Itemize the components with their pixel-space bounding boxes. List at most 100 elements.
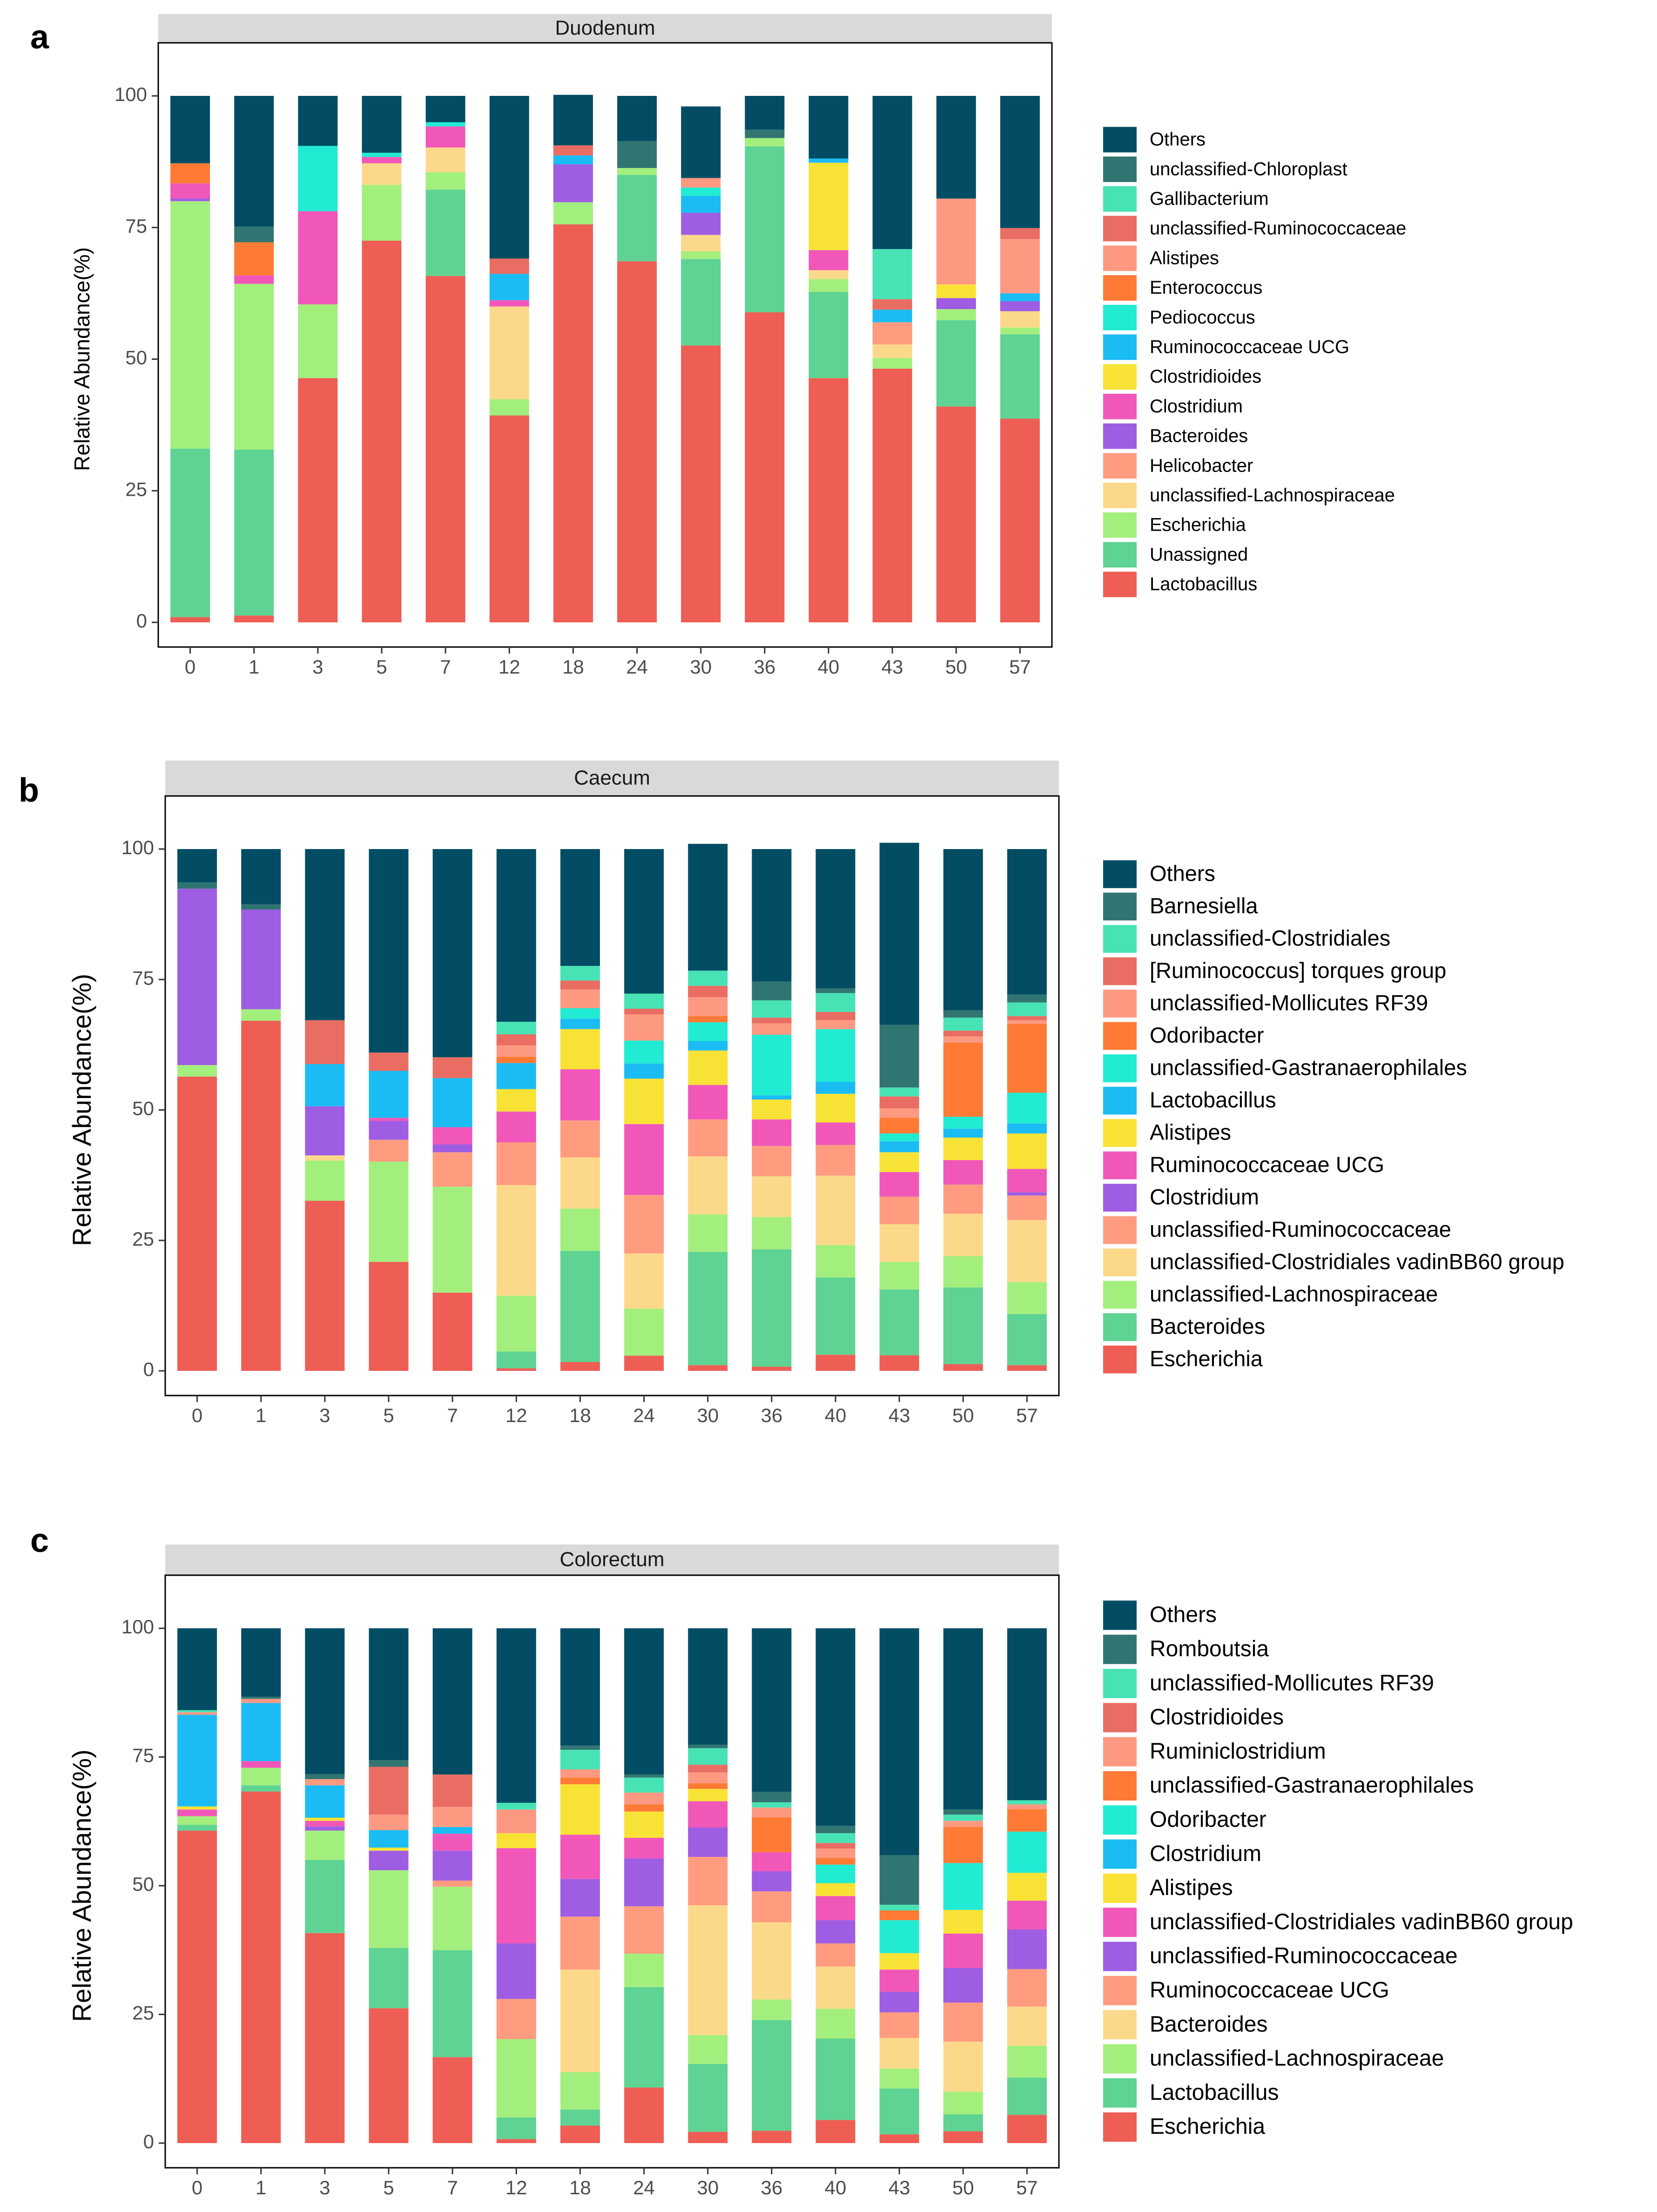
bar-segment bbox=[745, 96, 785, 130]
bar-segment bbox=[560, 2072, 600, 2110]
bar-segment bbox=[369, 1830, 409, 1848]
legend-key bbox=[1103, 2112, 1137, 2142]
bar-segment bbox=[936, 198, 976, 284]
bar-segment bbox=[369, 1628, 409, 1760]
x-tick-label: 3 bbox=[319, 2177, 330, 2199]
bar-segment bbox=[688, 971, 728, 986]
legend-key bbox=[1103, 1771, 1137, 1801]
bar-segment bbox=[681, 345, 721, 622]
bar-segment bbox=[617, 168, 657, 175]
bar-segment bbox=[815, 849, 855, 989]
bar-segment bbox=[241, 1785, 281, 1792]
bar-segment bbox=[752, 1035, 792, 1096]
x-tick-label: 50 bbox=[952, 1404, 974, 1426]
bar-segment bbox=[496, 1142, 536, 1185]
bar-segment bbox=[560, 966, 600, 981]
bar-segment bbox=[496, 1022, 536, 1034]
bar-segment bbox=[943, 1933, 983, 1968]
plot-area bbox=[157, 42, 1053, 648]
bar-segment bbox=[879, 1133, 919, 1141]
bar-segment bbox=[688, 1905, 728, 2035]
bar-segment bbox=[688, 1801, 728, 1828]
legend-key bbox=[1103, 1873, 1137, 1903]
bar-segment bbox=[369, 2008, 409, 2143]
bar-segment bbox=[170, 198, 210, 202]
legend-label: Alistipes bbox=[1150, 1119, 1231, 1144]
bar-segment bbox=[1007, 2045, 1047, 2078]
bar-segment bbox=[432, 1144, 472, 1153]
bar-segment bbox=[624, 2087, 664, 2143]
legend-label: unclassified-Mollicutes RF39 bbox=[1150, 1671, 1434, 1695]
legend-key bbox=[1103, 216, 1137, 242]
bar-segment bbox=[943, 2042, 983, 2092]
bar-segment bbox=[872, 344, 912, 358]
legend-label: Bacteroides bbox=[1150, 426, 1248, 446]
legend-key bbox=[1103, 1022, 1137, 1050]
bar-segment bbox=[496, 2139, 536, 2143]
bar-segment bbox=[553, 164, 593, 202]
bar-segment bbox=[553, 155, 593, 165]
bar-segment bbox=[752, 1367, 792, 1371]
bar-segment bbox=[432, 1078, 472, 1127]
legend-key bbox=[1103, 127, 1137, 153]
bar-segment bbox=[560, 980, 600, 990]
y-tick-label: 0 bbox=[143, 1358, 154, 1380]
legend-key bbox=[1103, 1281, 1137, 1309]
bar-segment bbox=[425, 122, 465, 127]
bar-segment bbox=[298, 96, 338, 146]
legend-label: Clostridium bbox=[1150, 1184, 1259, 1209]
legend-label: unclassified-Lachnospiraceae bbox=[1150, 2046, 1444, 2071]
bar-segment bbox=[936, 284, 976, 298]
x-tick-label: 36 bbox=[754, 656, 775, 678]
bar-segment bbox=[688, 2035, 728, 2064]
bar-segment bbox=[560, 849, 600, 966]
bar-segment bbox=[496, 1063, 536, 1089]
legend-label: unclassified-Chloroplast bbox=[1150, 159, 1347, 179]
bar-segment bbox=[1007, 1195, 1047, 1221]
bar-segment bbox=[234, 275, 274, 284]
bar-segment bbox=[241, 1697, 281, 1699]
bar-segment bbox=[624, 1253, 664, 1309]
bar-segment bbox=[1007, 1628, 1047, 1801]
bar-segment bbox=[624, 993, 664, 1009]
x-tick-label: 40 bbox=[818, 656, 840, 678]
bar-segment bbox=[681, 251, 721, 259]
bar-segment bbox=[1007, 1804, 1047, 1809]
y-tick-label: 100 bbox=[121, 1616, 154, 1638]
strip-header bbox=[165, 761, 1059, 796]
bar-segment bbox=[688, 1156, 728, 1214]
bar-segment bbox=[241, 1628, 281, 1697]
bar-segment bbox=[369, 1814, 409, 1830]
bar-segment bbox=[943, 1909, 983, 1934]
bar-segment bbox=[425, 96, 465, 122]
bar-segment bbox=[943, 2091, 983, 2115]
legend-label: Unassigned bbox=[1150, 544, 1248, 565]
bar-segment bbox=[815, 2009, 855, 2039]
legend-key bbox=[1103, 2078, 1137, 2108]
bar-segment bbox=[1000, 301, 1040, 311]
legend-key bbox=[1103, 1669, 1137, 1699]
legend-key bbox=[1103, 860, 1137, 888]
bar-segment bbox=[560, 1362, 600, 1371]
bar-segment bbox=[553, 202, 593, 224]
legend-label: Helicobacter bbox=[1150, 455, 1253, 476]
legend-key bbox=[1103, 156, 1137, 182]
bar-segment bbox=[1000, 334, 1040, 419]
bar-segment bbox=[305, 1020, 345, 1064]
bar-segment bbox=[1007, 1192, 1047, 1196]
bar-segment bbox=[560, 1628, 600, 1746]
x-tick-label: 18 bbox=[569, 1404, 591, 1426]
x-tick-label: 57 bbox=[1009, 656, 1031, 678]
bar-segment bbox=[688, 1772, 728, 1783]
bar-segment bbox=[872, 322, 912, 344]
bar-segment bbox=[879, 1118, 919, 1133]
bar-segment bbox=[624, 849, 664, 994]
bar-segment bbox=[560, 1251, 600, 1362]
bar-segment bbox=[808, 250, 849, 270]
bar-segment bbox=[177, 1806, 217, 1810]
bar-segment bbox=[496, 1802, 536, 1810]
bar-segment bbox=[241, 849, 281, 904]
legend-label: Clostridium bbox=[1150, 396, 1243, 417]
